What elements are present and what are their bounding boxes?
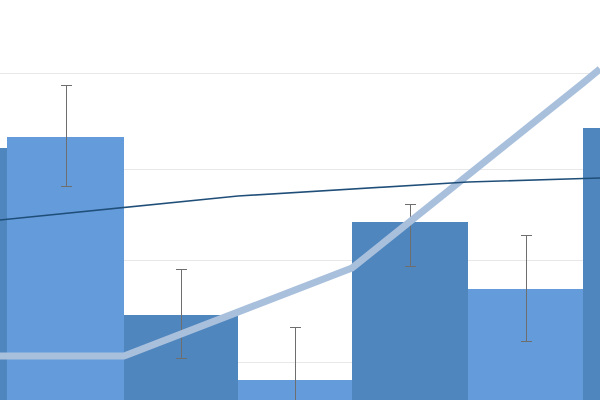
- error-bar-cap-top: [61, 85, 72, 86]
- gridline-3: [0, 362, 600, 363]
- error-bar: [526, 235, 527, 341]
- error-bar: [181, 269, 182, 358]
- error-bar-cap-top: [405, 204, 416, 205]
- bar[interactable]: [583, 128, 600, 400]
- error-bar-cap-top: [176, 269, 187, 270]
- bar[interactable]: [0, 148, 7, 400]
- gridline-0: [0, 73, 600, 74]
- error-bar: [66, 85, 67, 186]
- error-bar: [295, 327, 296, 400]
- error-bar-cap-top: [290, 327, 301, 328]
- error-bar-cap-bottom: [521, 341, 532, 342]
- error-bar-cap-bottom: [176, 358, 187, 359]
- error-bar: [410, 204, 411, 266]
- error-bar-cap-top: [521, 235, 532, 236]
- error-bar-cap-bottom: [61, 186, 72, 187]
- error-bar-cap-bottom: [405, 266, 416, 267]
